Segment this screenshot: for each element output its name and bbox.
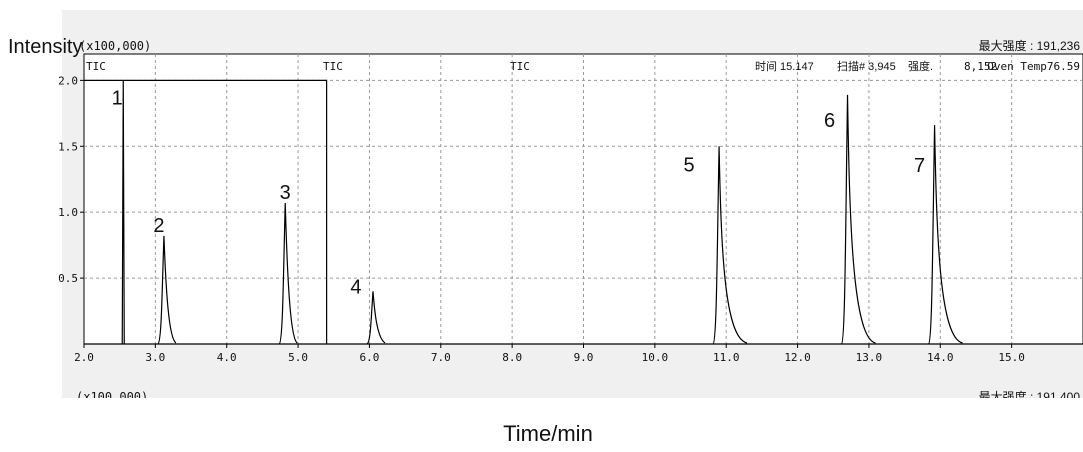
tic-label-1: TIC — [86, 60, 106, 73]
peak-5 — [712, 146, 748, 345]
y-tick-label: 0.5 — [58, 272, 78, 285]
max-intensity-top: 最大强度 : 191,236 — [979, 38, 1081, 53]
x-tick-label: 5.0 — [288, 351, 308, 364]
peak-label-1: 1 — [112, 87, 123, 109]
peak-3 — [278, 202, 298, 345]
x-tick-label: 13.0 — [856, 351, 883, 364]
peak-labels: 1 2 3 4 5 6 7 — [112, 87, 925, 298]
x-tick-label: 9.0 — [574, 351, 594, 364]
x-tick-label: 2.0 — [74, 351, 94, 364]
peak-label-7: 7 — [914, 155, 925, 177]
grid-lines — [84, 54, 1083, 344]
y-scale-label: (x100,000) — [79, 39, 151, 53]
peak-1 — [121, 80, 125, 345]
x-axis-title: Time/min — [503, 421, 593, 446]
y-tick-label: 1.0 — [58, 206, 78, 219]
x-tick-label: 10.0 — [642, 351, 669, 364]
peak-label-5: 5 — [684, 154, 695, 176]
x-tick-label: 7.0 — [431, 351, 451, 364]
peak-label-3: 3 — [280, 182, 291, 204]
peak-6 — [840, 94, 876, 345]
status-time: 时间 15.147 — [755, 60, 814, 73]
step-trace — [84, 79, 328, 344]
peak-label-6: 6 — [824, 110, 835, 132]
x-tick-label: 3.0 — [145, 351, 165, 364]
x-tick-label: 6.0 — [359, 351, 379, 364]
x-tick-label: 15.0 — [998, 351, 1025, 364]
x-tick-label: 12.0 — [784, 351, 811, 364]
y-axis-label: Intensity — [8, 36, 82, 58]
status-oven-temp: Oven Temp76.59 — [987, 60, 1080, 73]
peak-label-4: 4 — [350, 276, 361, 298]
bottom-mask — [62, 398, 1083, 410]
axes: 2.0 3.0 4.0 5.0 6.0 7.0 8.0 9.0 10.0 11.0 12.0 13.0… — [58, 74, 1025, 364]
status-scan: 扫描# 3,945 — [837, 59, 896, 73]
tic-label-2: TIC — [323, 60, 343, 73]
status-value: 8,152 — [964, 60, 997, 73]
x-tick-label: 4.0 — [217, 351, 237, 364]
peak-2 — [157, 235, 177, 345]
y-tick-label: 2.0 — [58, 74, 78, 87]
peak-7 — [927, 125, 963, 345]
x-tick-label: 14.0 — [927, 351, 954, 364]
x-tick-label: 8.0 — [502, 351, 522, 364]
chromatogram-traces — [84, 79, 1083, 345]
status-intensity: 强度. — [908, 59, 933, 73]
peak-label-2: 2 — [153, 215, 164, 237]
peak-4 — [366, 291, 386, 345]
tic-label-3: TIC — [510, 60, 530, 73]
y-tick-label: 1.5 — [58, 140, 78, 153]
x-tick-label: 11.0 — [713, 351, 740, 364]
